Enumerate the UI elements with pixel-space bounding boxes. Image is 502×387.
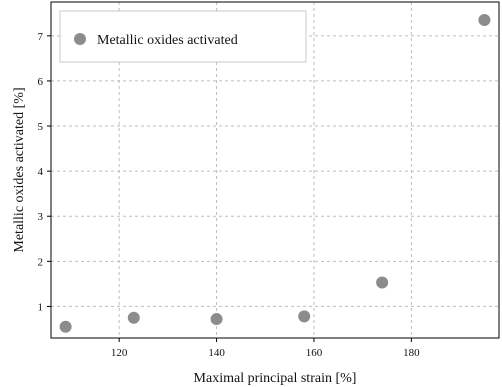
x-tick-label: 140 <box>208 347 225 359</box>
x-tick-label: 160 <box>306 347 323 359</box>
plot-frame <box>50 1 500 339</box>
y-tick-label: 3 <box>38 211 44 223</box>
data-point <box>210 313 223 326</box>
legend-label: Metallic oxides activated <box>97 33 238 48</box>
y-tick-label: 5 <box>38 121 44 133</box>
data-point <box>59 320 72 333</box>
x-axis-label: Maximal principal strain [%] <box>194 371 357 386</box>
y-axis-label: Metallic oxides activated [%] <box>12 87 27 252</box>
point-layer <box>59 14 491 333</box>
data-point <box>127 311 140 324</box>
data-point <box>478 14 491 27</box>
legend-box <box>59 10 307 63</box>
y-tick-label: 4 <box>38 166 44 178</box>
grid-layer <box>51 2 499 338</box>
data-point <box>376 276 389 289</box>
x-tick-label: 120 <box>111 347 128 359</box>
y-tick-label: 2 <box>38 256 44 268</box>
legend: Metallic oxides activated <box>59 10 307 63</box>
tick-layer: 120 140 160 180 1 2 3 4 5 6 7 <box>38 31 421 359</box>
x-tick-label: 180 <box>403 347 420 359</box>
y-tick-label: 1 <box>38 301 44 313</box>
legend-marker <box>74 33 86 45</box>
data-point <box>298 310 311 323</box>
y-tick-label: 6 <box>38 76 44 88</box>
y-tick-label: 7 <box>38 31 44 43</box>
